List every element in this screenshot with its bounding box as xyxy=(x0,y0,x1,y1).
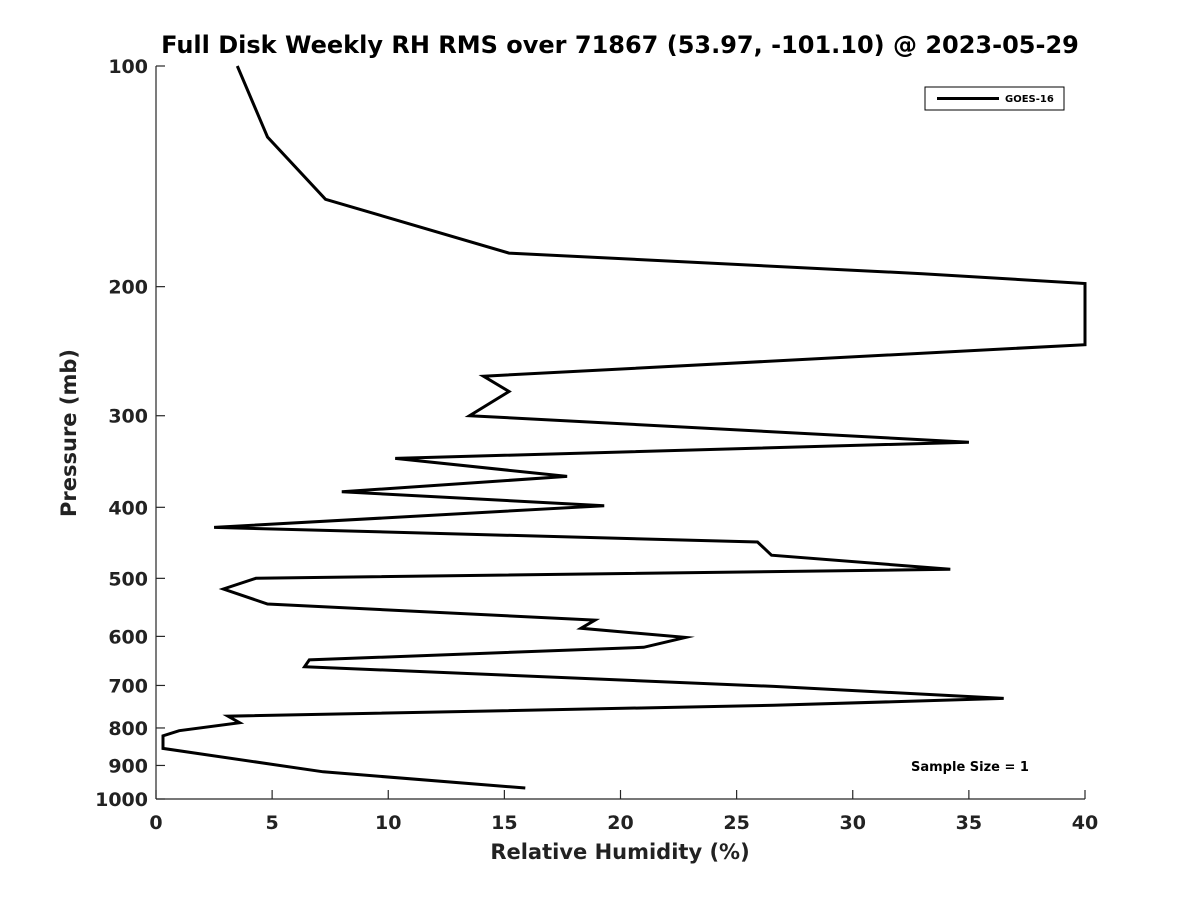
y-tick-label: 700 xyxy=(108,675,148,697)
y-tick-label: 800 xyxy=(108,718,148,740)
y-tick-label: 200 xyxy=(108,277,148,299)
series-layer xyxy=(161,65,1087,790)
y-tick-label: 1000 xyxy=(95,789,148,811)
series-line-goes-16 xyxy=(161,65,1087,790)
y-tick-label: 300 xyxy=(108,406,148,428)
y-tick-label: 600 xyxy=(108,626,148,648)
y-tick-label: 100 xyxy=(108,56,148,78)
y-tick-label: 500 xyxy=(108,568,148,590)
x-tick-label: 15 xyxy=(491,812,517,834)
y-tick-label: 900 xyxy=(108,755,148,777)
x-tick-label: 40 xyxy=(1072,812,1098,834)
x-tick-label: 0 xyxy=(149,812,162,834)
x-tick-label: 20 xyxy=(607,812,633,834)
y-tick-label: 400 xyxy=(108,497,148,519)
x-tick-label: 5 xyxy=(266,812,279,834)
sample-size-annotation: Sample Size = 1 xyxy=(911,760,1029,775)
x-tick-label: 35 xyxy=(956,812,982,834)
y-axis-label: Pressure (mb) xyxy=(57,349,81,517)
legend-label-goes-16: GOES-16 xyxy=(1005,94,1054,105)
legend: GOES-16 xyxy=(924,86,1065,111)
chart-title: Full Disk Weekly RH RMS over 71867 (53.9… xyxy=(161,31,1079,59)
x-tick-label: 30 xyxy=(840,812,866,834)
x-axis-label: Relative Humidity (%) xyxy=(490,840,749,864)
x-tick-label: 25 xyxy=(723,812,749,834)
x-tick-label: 10 xyxy=(375,812,401,834)
axes: 0 5 10 15 20 25 30 35 40 100 200 300 400 500 600 700 800… xyxy=(95,56,1098,834)
